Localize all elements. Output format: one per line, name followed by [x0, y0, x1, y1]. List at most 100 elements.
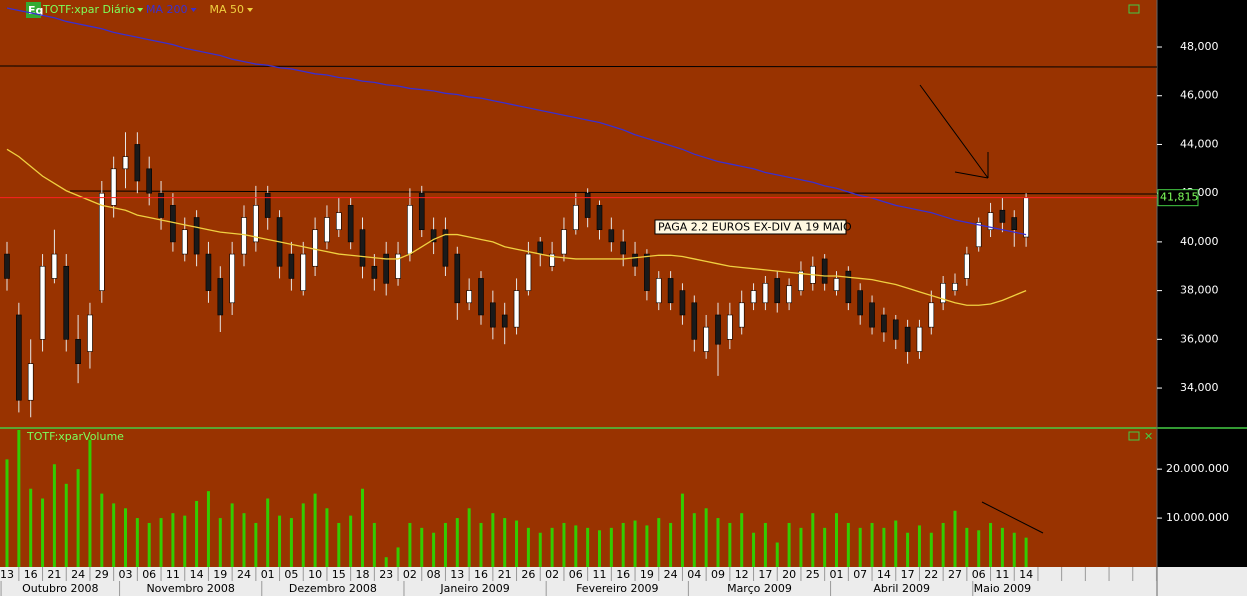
candle-body: [644, 253, 650, 291]
volume-bar: [515, 520, 519, 567]
candle-body: [134, 144, 141, 182]
candle-body: [170, 205, 176, 243]
candle-body: [490, 302, 496, 328]
x-tick-label: 04: [687, 568, 701, 581]
candle-body: [110, 168, 117, 206]
volume-bar: [5, 459, 9, 567]
x-tick-label: 29: [95, 568, 109, 581]
x-tick-label: 02: [403, 568, 417, 581]
candle-body: [466, 290, 472, 304]
candle-body: [430, 229, 437, 243]
candle-body: [786, 285, 792, 304]
x-tick-label: 02: [545, 568, 559, 581]
close-icon[interactable]: ✕: [1144, 430, 1153, 443]
candle-body: [738, 302, 745, 328]
volume-bar: [124, 508, 127, 567]
x-tick-label: 06: [972, 568, 986, 581]
candle-body: [241, 217, 247, 255]
volume-bar: [882, 527, 886, 567]
x-tick-label: 05: [284, 568, 298, 581]
volume-bar: [858, 527, 862, 567]
last-price-box: [1157, 189, 1199, 207]
volume-bar: [538, 532, 542, 567]
volume-bar: [574, 525, 578, 567]
volume-bar: [171, 513, 175, 567]
volume-bar: [384, 557, 388, 567]
candle-body: [798, 270, 804, 291]
volume-bar: [894, 520, 898, 567]
volume-bar: [88, 439, 92, 567]
pane-icon[interactable]: [1128, 431, 1140, 441]
volume-bar: [953, 510, 957, 567]
candle-body: [584, 192, 591, 218]
month-label: Abril 2009: [873, 582, 930, 595]
x-tick-label: 03: [119, 568, 133, 581]
x-tick-label: 25: [806, 568, 820, 581]
y-tick-label: 34,000: [1180, 381, 1219, 394]
volume-bar: [301, 503, 305, 567]
volume-bar: [289, 518, 293, 567]
volume-bar: [870, 522, 874, 567]
candle-body: [312, 229, 318, 267]
trend-line: [0, 65, 1158, 68]
x-tick-label: 20: [782, 568, 796, 581]
volume-bar: [361, 488, 364, 567]
plot-background: [0, 0, 1157, 567]
candle-body: [478, 278, 484, 316]
arrow: [954, 171, 989, 179]
volume-bar: [408, 522, 412, 567]
candle-body: [27, 363, 34, 401]
candle-body: [501, 314, 508, 328]
volume-bar: [835, 513, 838, 567]
volume-bar: [372, 522, 376, 567]
candle-body: [845, 270, 852, 304]
volume-bar: [29, 488, 33, 567]
candle-body: [667, 278, 674, 304]
candle-body: [928, 302, 935, 328]
chart-title[interactable]: TOTF:xpar Diário: [42, 3, 135, 16]
x-tick-label: 27: [948, 568, 962, 581]
volume-bar: [965, 527, 969, 567]
x-tick-label: 19: [640, 568, 654, 581]
candle-body: [596, 205, 603, 231]
y-tick-label: 48,000: [1180, 40, 1219, 53]
legend-entry[interactable]: MA 200: [146, 3, 188, 16]
candle-body: [750, 290, 757, 304]
x-tick-label: 14: [1019, 568, 1033, 581]
volume-bar: [550, 527, 554, 567]
candle-body: [999, 209, 1006, 223]
month-label: Maio 2009: [974, 582, 1032, 595]
x-tick-label: 16: [24, 568, 38, 581]
volume-bar: [1000, 527, 1004, 567]
pane-icon[interactable]: [1128, 4, 1140, 14]
candle-body: [75, 339, 81, 364]
x-tick-label: 14: [190, 568, 204, 581]
legend-dropdown: [190, 8, 197, 12]
candle-body: [964, 253, 970, 279]
x-tick-label: 01: [830, 568, 844, 581]
candle-body: [264, 192, 271, 218]
x-tick-label: 15: [332, 568, 346, 581]
y-tick-label: 10.000.000: [1166, 511, 1229, 524]
volume-bar: [266, 498, 270, 567]
candle-body: [655, 278, 662, 304]
volume-bar: [491, 513, 495, 567]
y-tick-label: 36,000: [1180, 332, 1219, 345]
month-label: Março 2009: [727, 582, 792, 595]
volume-bar: [100, 493, 104, 567]
volume-bar: [1012, 532, 1016, 567]
volume-bar: [278, 515, 282, 567]
y-tick-label: 38,000: [1180, 284, 1219, 297]
candle-body: [407, 205, 413, 255]
volume-title: TOTF:xparVolume: [26, 430, 124, 443]
y-tick-label: 20.000.000: [1166, 462, 1229, 475]
legend-entry[interactable]: MA 50: [210, 3, 245, 16]
volume-bar: [669, 522, 673, 567]
month-label: Fevereiro 2009: [576, 582, 658, 595]
annotation: PAGA 2.2 EUROS EX-DIV A 19 MAIO: [658, 221, 852, 234]
candle-body: [418, 192, 425, 231]
volume-bar: [159, 518, 163, 567]
y-tick-label: 40,000: [1180, 235, 1219, 248]
volume-bar: [325, 508, 329, 567]
